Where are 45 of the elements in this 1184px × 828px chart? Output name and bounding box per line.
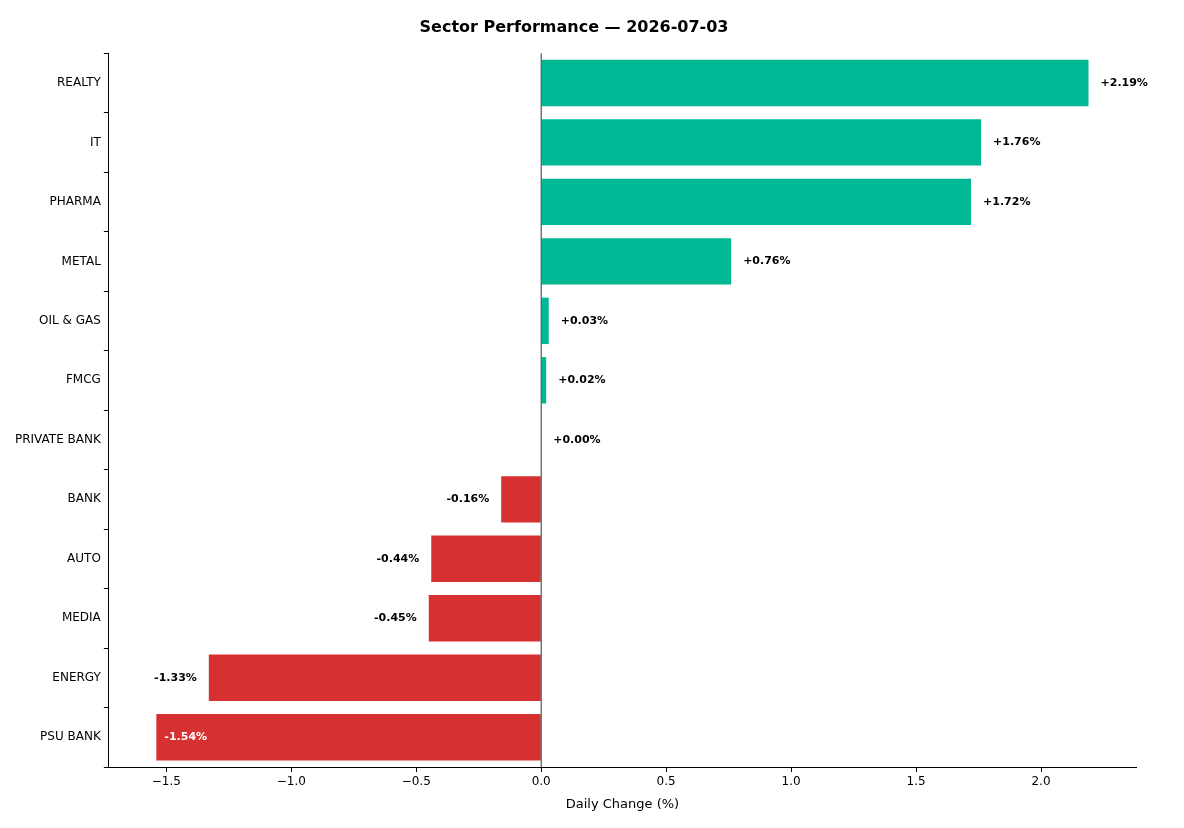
y-tick-label: PHARMA bbox=[49, 194, 102, 209]
bar bbox=[541, 357, 547, 404]
x-tick-label: 0.5 bbox=[656, 774, 676, 789]
bar bbox=[541, 119, 982, 166]
data-label: +0.03% bbox=[560, 313, 609, 327]
bar bbox=[208, 654, 541, 701]
y-tick-label: IT bbox=[89, 134, 102, 149]
bar bbox=[541, 59, 1089, 107]
chart-title: Sector Performance — 2026-07-03 bbox=[419, 16, 729, 36]
x-tick-label: 1.0 bbox=[781, 774, 801, 789]
data-label: +0.76% bbox=[743, 254, 791, 268]
data-label: +0.00% bbox=[553, 432, 601, 446]
data-label: -0.44% bbox=[376, 551, 420, 565]
x-tick-label: −1.0 bbox=[276, 774, 306, 789]
x-axis-title: Daily Change (%) bbox=[565, 795, 680, 811]
data-label: +1.72% bbox=[983, 194, 1031, 208]
bar bbox=[541, 238, 732, 285]
x-tick-label: 0.0 bbox=[531, 774, 551, 789]
data-label: -0.45% bbox=[374, 611, 417, 625]
bar bbox=[431, 535, 541, 583]
data-label: -1.33% bbox=[154, 670, 197, 684]
y-tick-label: ENERGY bbox=[52, 669, 102, 684]
y-tick-label: PRIVATE BANK bbox=[14, 431, 102, 446]
data-label: +1.76% bbox=[993, 135, 1041, 149]
y-tick-label: AUTO bbox=[67, 550, 101, 565]
x-tick-label: 1.5 bbox=[906, 774, 926, 789]
y-tick-label: FMCG bbox=[65, 372, 101, 387]
y-tick-label: BANK bbox=[67, 491, 102, 506]
data-label: -1.54% bbox=[164, 730, 208, 744]
bar bbox=[428, 595, 541, 642]
bar bbox=[156, 714, 541, 761]
bar bbox=[541, 178, 972, 226]
x-tick-label: −0.5 bbox=[401, 774, 431, 789]
y-tick-label: REALTY bbox=[57, 75, 102, 90]
bar bbox=[501, 476, 541, 523]
data-label: +2.19% bbox=[1100, 75, 1148, 89]
y-tick-label: OIL & GAS bbox=[39, 313, 101, 327]
x-tick-label: −1.5 bbox=[151, 774, 181, 789]
data-label: +0.02% bbox=[558, 373, 606, 387]
y-tick-label: PSU BANK bbox=[40, 729, 102, 744]
data-label: -0.16% bbox=[446, 492, 490, 506]
x-tick-label: 2.0 bbox=[1031, 774, 1051, 789]
y-tick-label: MEDIA bbox=[61, 610, 102, 625]
y-tick-label: METAL bbox=[61, 253, 102, 268]
bar bbox=[541, 297, 549, 345]
